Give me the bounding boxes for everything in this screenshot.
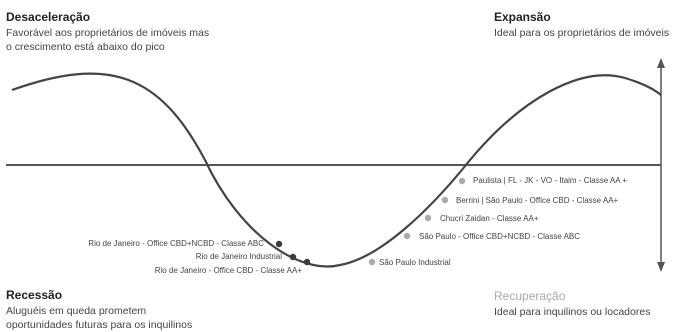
phase-desaceleracao: Desaceleração Favorável aos proprietário… <box>6 10 276 54</box>
phase-description-line: o crescimento está abaixo do pico <box>6 41 165 53</box>
market-point <box>403 232 411 240</box>
market-point <box>289 253 297 261</box>
market-label: São Paulo - Office CBD+NCBD - Classe ABC <box>419 232 580 241</box>
cycle-curve <box>11 72 662 268</box>
arrow-down-icon <box>657 262 665 272</box>
market-point <box>441 196 449 204</box>
phase-recessao: Recessão Aluguéis em queda prometem opor… <box>6 288 306 332</box>
phase-description-line: oportunidades futuras para os inquilinos <box>6 319 193 331</box>
phase-description: Ideal para os proprietários de imóveis <box>494 26 669 40</box>
phase-title: Expansão <box>494 10 551 24</box>
market-point <box>368 258 376 266</box>
market-points <box>275 177 466 266</box>
phase-expansao: Expansão Ideal para os proprietários de … <box>494 10 669 40</box>
market-point <box>275 240 283 248</box>
phase-description-line: Ideal para os proprietários de imóveis <box>494 27 670 39</box>
market-label: Chucri Zaidan - Classe AA+ <box>440 214 539 223</box>
phase-description: Favorável aos proprietários de imóveis m… <box>6 26 276 54</box>
market-label: São Paulo Industrial <box>379 258 451 267</box>
phase-description-line: Aluguéis em queda prometem <box>6 305 147 317</box>
phase-title: Recessão <box>6 288 63 302</box>
market-label: Berrini | São Paulo - Office CBD - Class… <box>456 196 619 205</box>
market-point <box>424 214 432 222</box>
phase-description-line: Ideal para inquilinos ou locadores <box>494 306 651 318</box>
phase-title: Desaceleração <box>6 10 91 24</box>
market-label: Rio de Janeiro Industrial <box>196 252 282 261</box>
market-point <box>458 177 466 185</box>
market-point <box>303 258 311 266</box>
market-label: Rio de Janeiro - Office CBD - Classe AA+ <box>155 266 303 275</box>
phase-title: Recuperação <box>494 289 566 303</box>
market-label: Paulista | FL - JK - VO - Itaim - Classe… <box>473 176 627 185</box>
phase-description: Ideal para inquilinos ou locadores <box>494 305 650 319</box>
phase-description: Aluguéis em queda prometem oportunidades… <box>6 304 306 332</box>
market-label: Rio de Janeiro - Office CBD+NCBD - Class… <box>88 239 264 248</box>
phase-description-line: Favorável aos proprietários de imóveis m… <box>6 27 210 39</box>
arrow-up-icon <box>657 58 665 68</box>
phase-recuperacao: Recuperação Ideal para inquilinos ou loc… <box>494 289 650 319</box>
